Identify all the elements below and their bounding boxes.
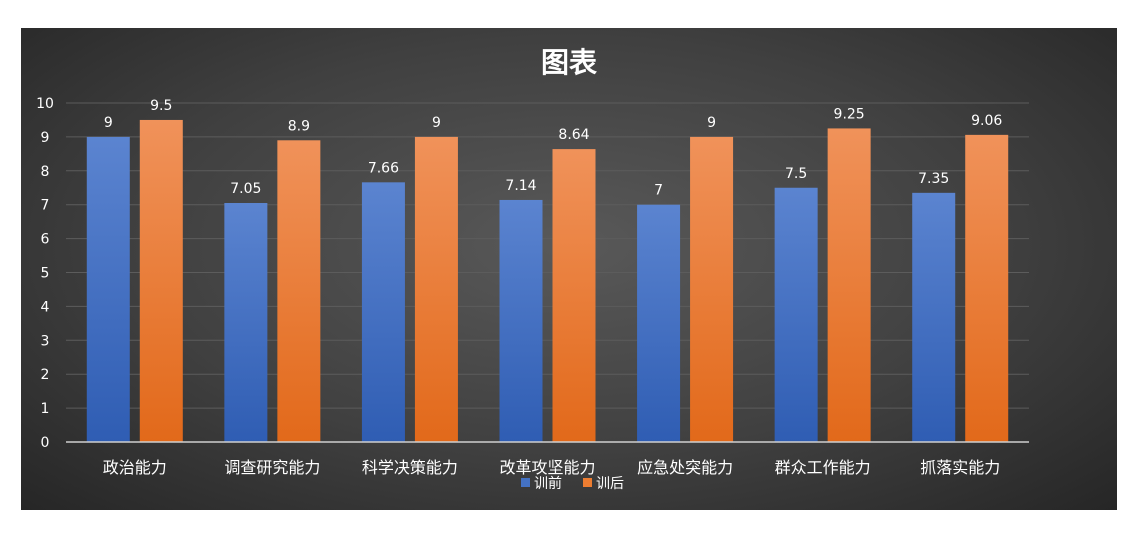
bar-before bbox=[637, 204, 681, 442]
legend-label: 训前 bbox=[534, 475, 562, 492]
bar-before bbox=[224, 203, 268, 442]
data-label: 9 bbox=[104, 115, 113, 131]
legend: 训前 训后 bbox=[521, 475, 624, 492]
bar-after bbox=[414, 136, 458, 442]
bar-after bbox=[277, 140, 321, 442]
y-axis: 0 1 2 3 4 5 6 7 8 9 10 bbox=[36, 96, 54, 451]
data-label: 8.64 bbox=[558, 127, 589, 143]
legend-swatch bbox=[583, 478, 592, 487]
bar-after bbox=[827, 128, 871, 443]
y-tick-label: 10 bbox=[36, 96, 54, 112]
bar-before bbox=[361, 182, 405, 443]
x-axis: 政治能力 调查研究能力 科学决策能力 改革攻坚能力 应急处突能力 群众工作能力 抓落实能力 bbox=[66, 441, 1029, 477]
x-tick-label: 群众工作能力 bbox=[775, 458, 871, 477]
x-tick-label: 改革攻坚能力 bbox=[499, 458, 595, 477]
bar-before bbox=[774, 187, 818, 442]
bar-chart: 图表 0 1 2 3 4 5 6 7 8 9 10 9 9.5 7.05 8.9 7.66 9 7.14 8.64… bbox=[36, 46, 1029, 492]
legend-label: 训后 bbox=[596, 476, 624, 492]
bar-after bbox=[690, 136, 734, 442]
y-tick-label: 6 bbox=[41, 232, 50, 248]
data-label: 9.25 bbox=[834, 106, 865, 122]
bar-before bbox=[912, 192, 956, 442]
data-label: 8.9 bbox=[288, 118, 310, 134]
y-tick-label: 1 bbox=[41, 401, 50, 417]
y-tick-label: 3 bbox=[41, 333, 50, 349]
x-tick-label: 科学决策能力 bbox=[362, 458, 458, 477]
data-label: 7.5 bbox=[785, 166, 807, 182]
bar-before bbox=[86, 136, 130, 442]
bar-after bbox=[965, 134, 1009, 442]
data-label: 9.06 bbox=[971, 113, 1002, 129]
bar-after bbox=[139, 119, 183, 442]
bars bbox=[86, 119, 1009, 443]
x-tick-label: 应急处突能力 bbox=[637, 458, 733, 477]
bar-after bbox=[552, 149, 596, 442]
data-label: 7.14 bbox=[505, 178, 536, 194]
gridlines bbox=[66, 102, 1029, 409]
y-tick-label: 0 bbox=[41, 435, 50, 451]
data-label: 7.35 bbox=[918, 171, 949, 187]
data-label: 9 bbox=[707, 115, 716, 131]
y-tick-label: 2 bbox=[41, 367, 50, 383]
data-labels: 9 9.5 7.05 8.9 7.66 9 7.14 8.64 7 9 7.5 9.25 7.35 9.0… bbox=[104, 98, 1003, 199]
y-tick-label: 8 bbox=[41, 164, 50, 180]
x-tick-label: 抓落实能力 bbox=[920, 458, 1000, 477]
y-tick-label: 5 bbox=[41, 266, 50, 282]
legend-swatch bbox=[521, 478, 530, 487]
data-label: 9 bbox=[432, 115, 441, 131]
data-label: 7 bbox=[654, 183, 663, 199]
data-label: 7.05 bbox=[230, 181, 261, 197]
y-tick-label: 7 bbox=[41, 198, 50, 214]
y-tick-label: 4 bbox=[41, 299, 50, 315]
data-label: 9.5 bbox=[150, 98, 172, 114]
y-tick-label: 9 bbox=[41, 130, 50, 146]
bar-before bbox=[499, 199, 543, 442]
x-tick-label: 调查研究能力 bbox=[224, 458, 320, 477]
chart-panel: 图表 0 1 2 3 4 5 6 7 8 9 10 9 9.5 7.05 8.9 7.66 9 7.14 8.64… bbox=[21, 28, 1117, 510]
chart-title: 图表 bbox=[541, 46, 597, 79]
x-tick-label: 政治能力 bbox=[103, 458, 167, 477]
data-label: 7.66 bbox=[368, 160, 399, 176]
